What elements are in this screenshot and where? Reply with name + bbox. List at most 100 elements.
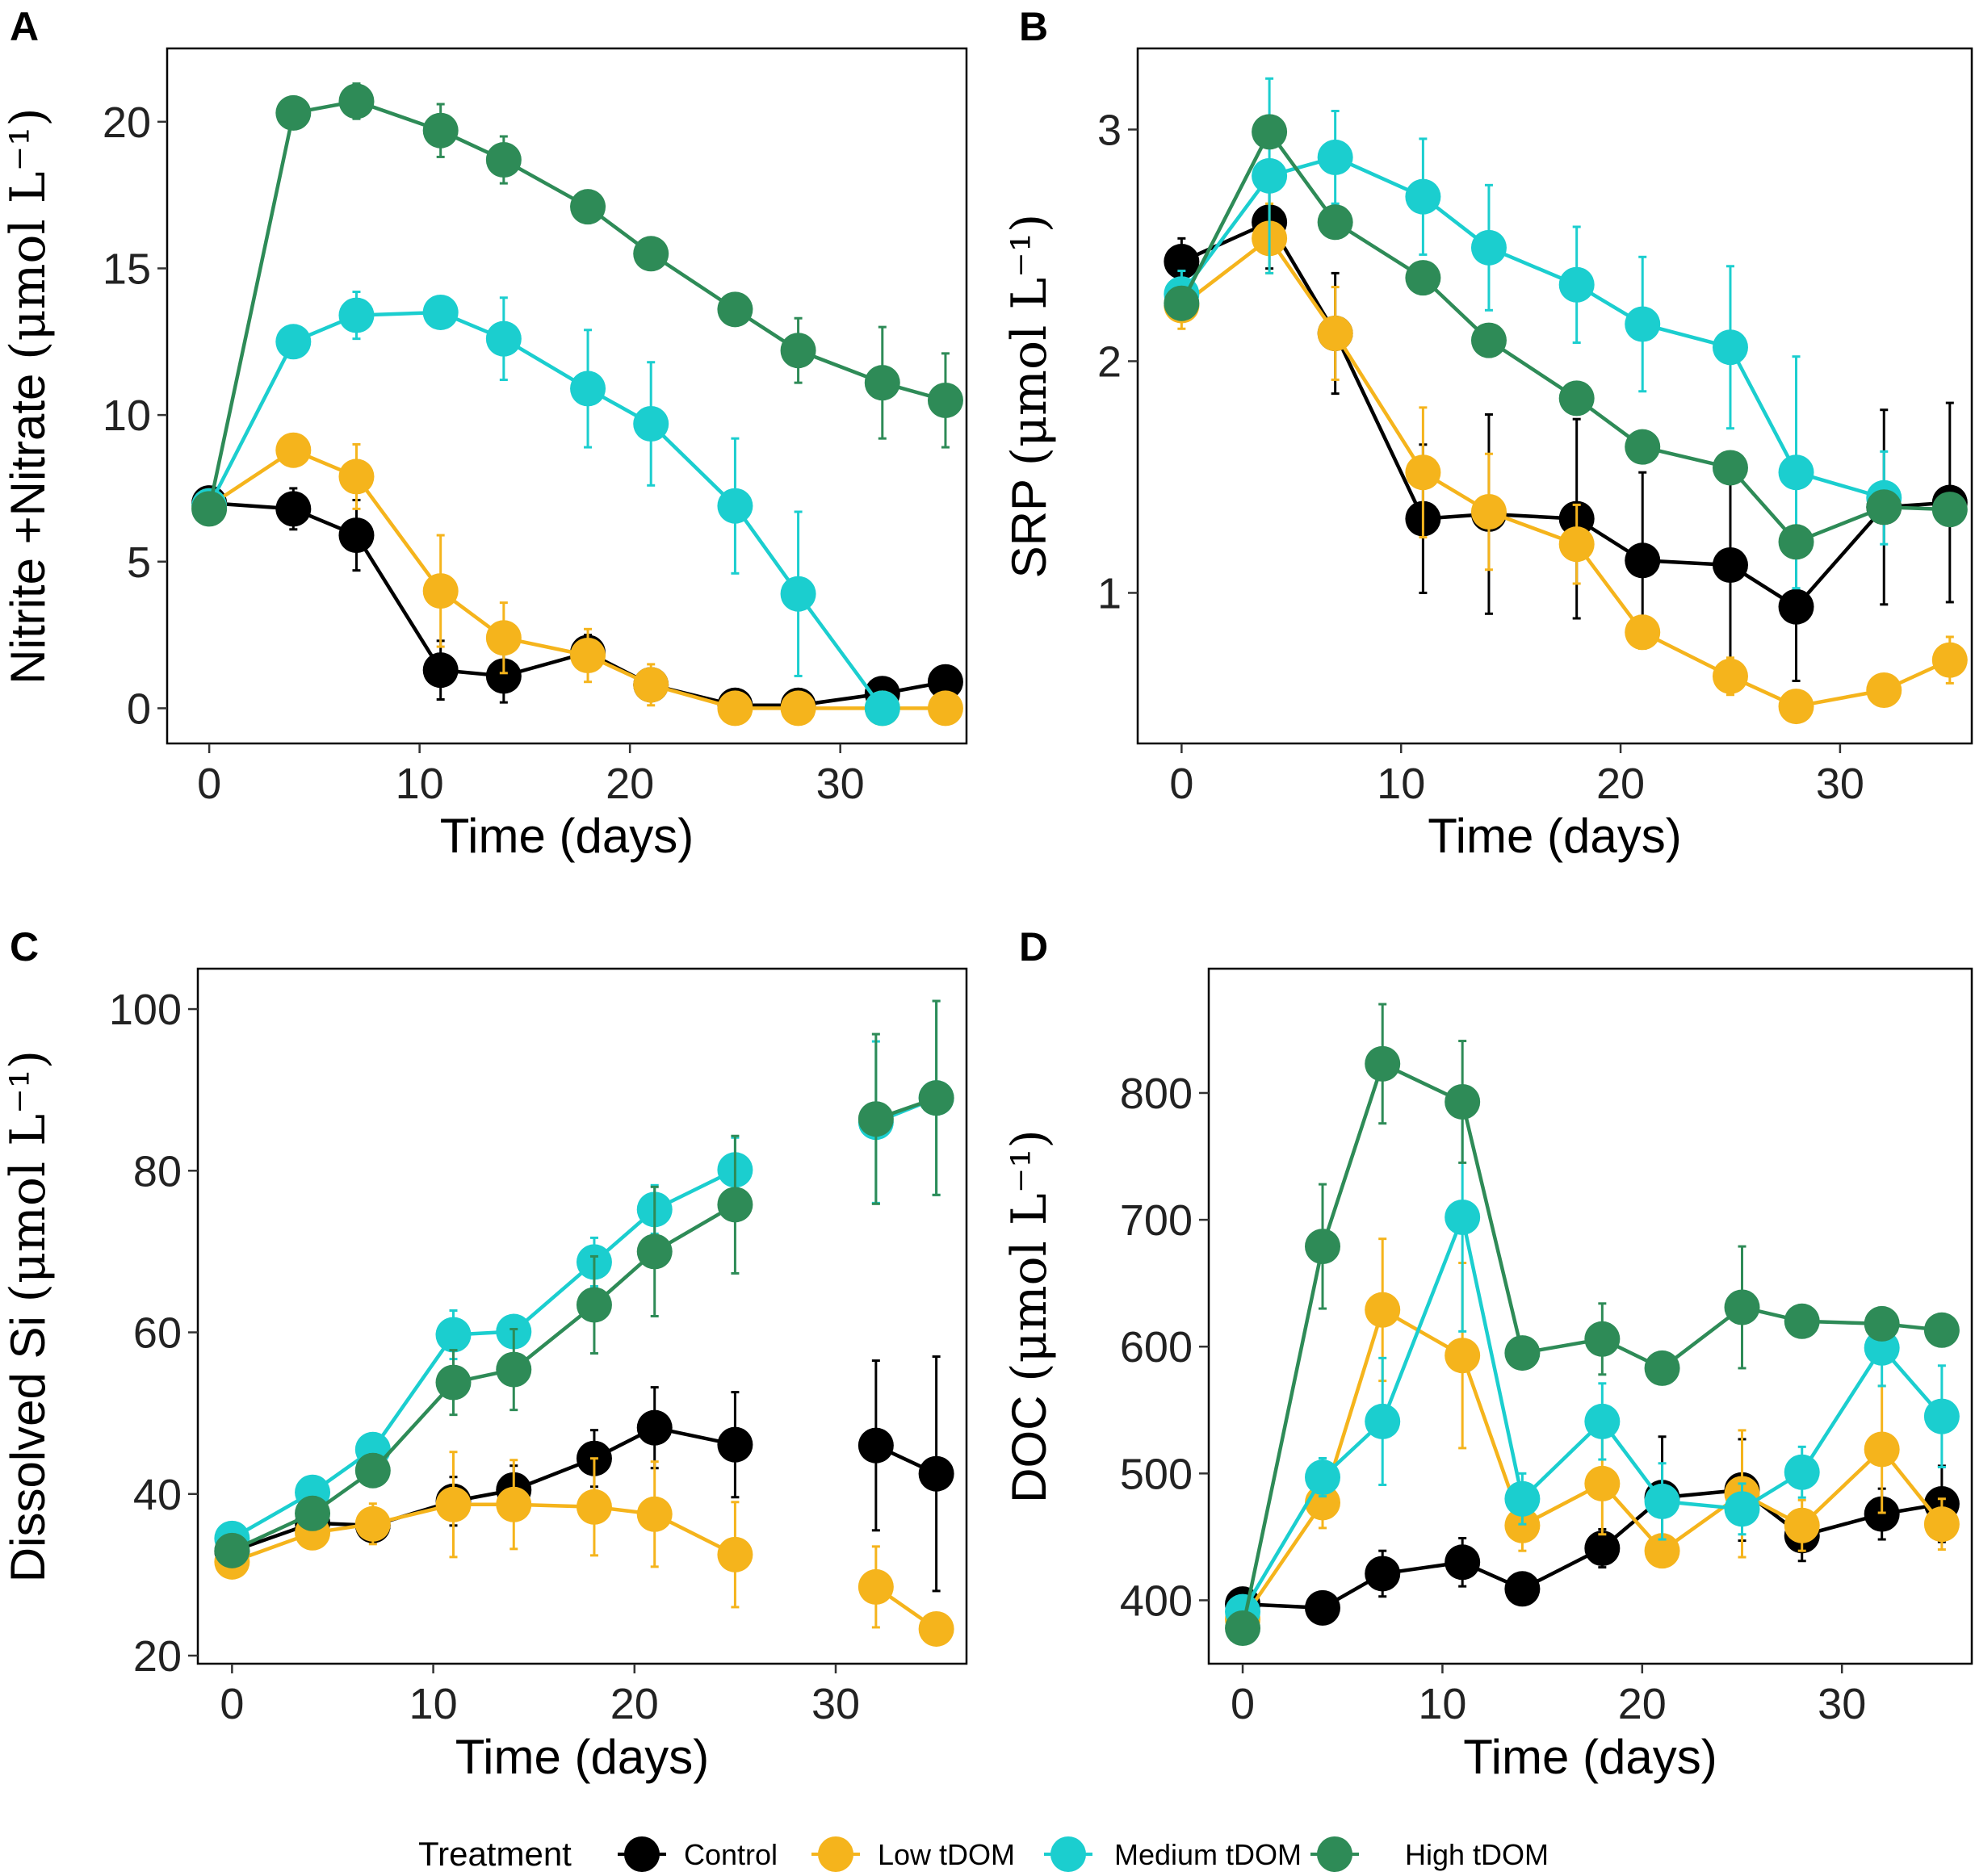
data-point-medium-tdom-b (1470, 229, 1507, 266)
data-point-high-tdom-c (858, 1101, 894, 1137)
data-point-low-tdom-d (1504, 1507, 1541, 1543)
series-low-tdom-a (191, 432, 963, 727)
data-point-medium-tdom-d (1784, 1454, 1820, 1490)
series-low-tdom-c (214, 1451, 954, 1647)
data-point-control-b (1712, 547, 1748, 584)
data-point-medium-tdom-b (1778, 454, 1814, 491)
y-axis-title-a: Nitrite +Nitrate (μmol L⁻¹) (0, 107, 57, 684)
series-high-tdom-b (1164, 114, 1968, 560)
legend-swatch-control (624, 1836, 660, 1872)
data-point-medium-tdom-d (1445, 1199, 1481, 1235)
data-point-high-tdom-c (717, 1187, 753, 1223)
data-point-high-tdom-c (636, 1233, 673, 1270)
y-tick-label-a: 15 (103, 245, 151, 293)
panel-d: D 400 500 600 700 800 0 10 20 30 Time (days) DOC (μ… (1001, 924, 1973, 1784)
panel-letter-b: B (1019, 4, 1048, 49)
data-point-medium-tdom-b (1625, 306, 1661, 342)
data-point-high-tdom-b (1558, 380, 1595, 417)
series-high-tdom-d (1225, 1003, 1960, 1647)
data-point-medium-tdom-d (1504, 1480, 1541, 1517)
data-point-high-tdom-b (1931, 492, 1968, 528)
data-point-low-tdom-c (858, 1568, 894, 1605)
data-point-high-tdom-d (1784, 1303, 1820, 1339)
y-axis-title-b: SRP (μmol L⁻¹) (1001, 214, 1058, 579)
panel-letter-d: D (1019, 924, 1048, 969)
data-point-control-a (422, 652, 459, 689)
series-line-medium-tdom-a (208, 310, 884, 710)
data-point-low-tdom-c (918, 1610, 954, 1647)
x-tick-label-c: 10 (409, 1680, 458, 1728)
data-point-control-a (927, 664, 963, 700)
data-point-high-tdom-a (570, 189, 606, 225)
legend-label-high-tdom: High tDOM (1405, 1838, 1549, 1871)
data-point-low-tdom-c (717, 1536, 753, 1572)
data-point-low-tdom-a (570, 638, 606, 674)
panel-letter-a: A (10, 4, 39, 49)
y-tick-label-c: 100 (109, 986, 182, 1034)
data-point-high-tdom-a (927, 382, 963, 418)
data-point-control-d (1365, 1556, 1401, 1592)
data-point-high-tdom-d (1724, 1289, 1760, 1325)
y-axis-unit-d: (μmol L⁻¹) (1001, 1129, 1058, 1382)
data-point-high-tdom-b (1778, 524, 1814, 560)
panel-a: A 0 5 10 15 20 0 10 20 30 Time (days) Nitrite +Nitr… (0, 4, 968, 863)
data-point-control-c (858, 1427, 894, 1464)
plot-frame-d (1207, 967, 1973, 1665)
data-point-medium-tdom-a (570, 371, 606, 407)
data-point-low-tdom-a (275, 432, 312, 468)
series-control-a (191, 485, 963, 723)
data-point-control-a (275, 491, 312, 527)
x-axis-title-a: Time (days) (440, 809, 694, 863)
data-point-high-tdom-a (485, 142, 522, 178)
data-point-medium-tdom-b (1317, 139, 1353, 175)
y-tick-label-c: 60 (133, 1309, 182, 1358)
plot-frame-a (166, 47, 968, 745)
legend-swatch-high-tdom (1317, 1836, 1352, 1872)
y-axis-unit-c: (μmol L⁻¹) (0, 1050, 57, 1303)
data-point-high-tdom-b (1470, 322, 1507, 358)
data-point-control-d (1445, 1544, 1481, 1581)
legend-label-medium-tdom: Medium tDOM (1114, 1838, 1302, 1871)
data-point-high-tdom-c (918, 1080, 954, 1116)
data-point-control-b (1778, 588, 1814, 625)
plot-frame-c (196, 967, 968, 1665)
data-point-low-tdom-b (1866, 672, 1902, 708)
series-line-high-tdom-a (207, 99, 946, 509)
data-point-control-a (485, 658, 522, 694)
x-axis-title-c: Time (days) (455, 1730, 709, 1784)
data-point-low-tdom-c (354, 1505, 391, 1542)
series-medium-tdom-a (191, 291, 900, 727)
x-tick-label-a: 20 (606, 760, 654, 808)
series-low-tdom-d (1225, 1237, 1960, 1638)
y-axis-label-c: Dissolved Si (1, 1302, 55, 1582)
data-point-control-c (918, 1455, 954, 1492)
data-point-medium-tdom-a (780, 576, 816, 612)
data-point-low-tdom-d (1923, 1506, 1960, 1543)
data-point-high-tdom-d (1923, 1312, 1960, 1348)
plot-area-d (1225, 1003, 1960, 1647)
data-point-high-tdom-d (1365, 1045, 1401, 1082)
data-point-control-a (338, 517, 375, 554)
y-axis-title-c: Dissolved Si (μmol L⁻¹) (0, 1050, 57, 1582)
y-axis-unit-b: (μmol L⁻¹) (1001, 214, 1058, 467)
data-point-medium-tdom-b (1712, 329, 1748, 366)
data-point-high-tdom-b (1252, 114, 1288, 150)
legend-item-control: Control (618, 1836, 778, 1872)
data-point-control-d (1305, 1589, 1341, 1626)
data-point-high-tdom-d (1225, 1610, 1261, 1647)
x-tick-label-c: 0 (220, 1680, 244, 1728)
x-tick-label-d: 10 (1418, 1680, 1466, 1728)
data-point-high-tdom-c (435, 1364, 472, 1401)
plot-area-b (1164, 77, 1968, 725)
data-point-high-tdom-a (191, 491, 228, 527)
x-tick-label-d: 30 (1818, 1680, 1866, 1728)
data-point-high-tdom-c (295, 1495, 331, 1531)
x-tick-label-c: 20 (610, 1680, 659, 1728)
series-high-tdom-c (214, 999, 954, 1568)
data-point-low-tdom-a (338, 459, 375, 495)
data-point-high-tdom-c (496, 1351, 532, 1388)
y-tick-label-d: 500 (1120, 1450, 1193, 1498)
data-point-high-tdom-b (1866, 489, 1902, 526)
x-tick-label-a: 30 (816, 760, 865, 808)
y-tick-label-c: 20 (133, 1632, 182, 1681)
